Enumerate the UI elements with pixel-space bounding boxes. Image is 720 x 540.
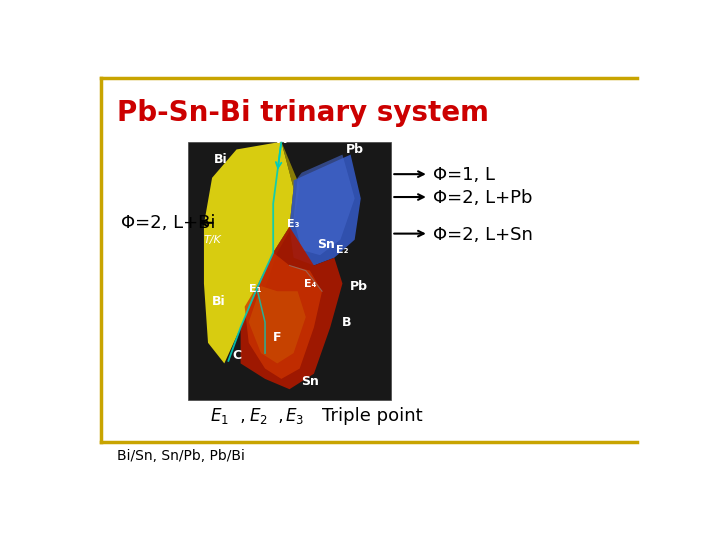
Text: Bi/Sn, Sn/Pb, Pb/Bi: Bi/Sn, Sn/Pb, Pb/Bi — [117, 449, 245, 463]
Text: Sn: Sn — [301, 375, 319, 388]
Text: Pb-Sn-Bi trinary system: Pb-Sn-Bi trinary system — [117, 99, 489, 126]
Text: Φ=2, L+Bi: Φ=2, L+Bi — [121, 214, 215, 232]
Text: ,: , — [235, 407, 246, 425]
Text: Φ=2, L+Sn: Φ=2, L+Sn — [433, 226, 533, 244]
Bar — [188, 141, 392, 400]
Text: Φ=2, L+Pb: Φ=2, L+Pb — [433, 189, 533, 207]
Text: Triple point: Triple point — [322, 407, 422, 425]
Text: $E_3$: $E_3$ — [285, 406, 305, 426]
Text: $E_2$: $E_2$ — [249, 406, 268, 426]
Text: Pb: Pb — [350, 280, 368, 293]
Polygon shape — [294, 154, 355, 255]
Text: A: A — [276, 133, 286, 146]
Text: Pb: Pb — [346, 143, 364, 156]
Text: ,: , — [273, 407, 284, 425]
Polygon shape — [245, 253, 322, 379]
Polygon shape — [248, 286, 306, 363]
Text: B: B — [342, 316, 351, 329]
Text: E₂: E₂ — [336, 245, 348, 255]
Text: Φ=1, L: Φ=1, L — [433, 166, 495, 184]
Polygon shape — [257, 141, 300, 289]
Text: F: F — [273, 331, 282, 344]
Text: Bi: Bi — [212, 295, 225, 308]
Text: E₁: E₁ — [248, 284, 261, 294]
Polygon shape — [240, 227, 343, 389]
Polygon shape — [289, 154, 361, 266]
Polygon shape — [204, 141, 294, 363]
Text: C: C — [232, 349, 241, 362]
Text: Bi: Bi — [213, 153, 227, 166]
Text: T/K: T/K — [203, 235, 221, 245]
Text: E₄: E₄ — [304, 279, 316, 288]
Text: E₃: E₃ — [287, 219, 300, 229]
Text: $E_1$: $E_1$ — [210, 406, 229, 426]
Text: Sn: Sn — [318, 238, 335, 251]
